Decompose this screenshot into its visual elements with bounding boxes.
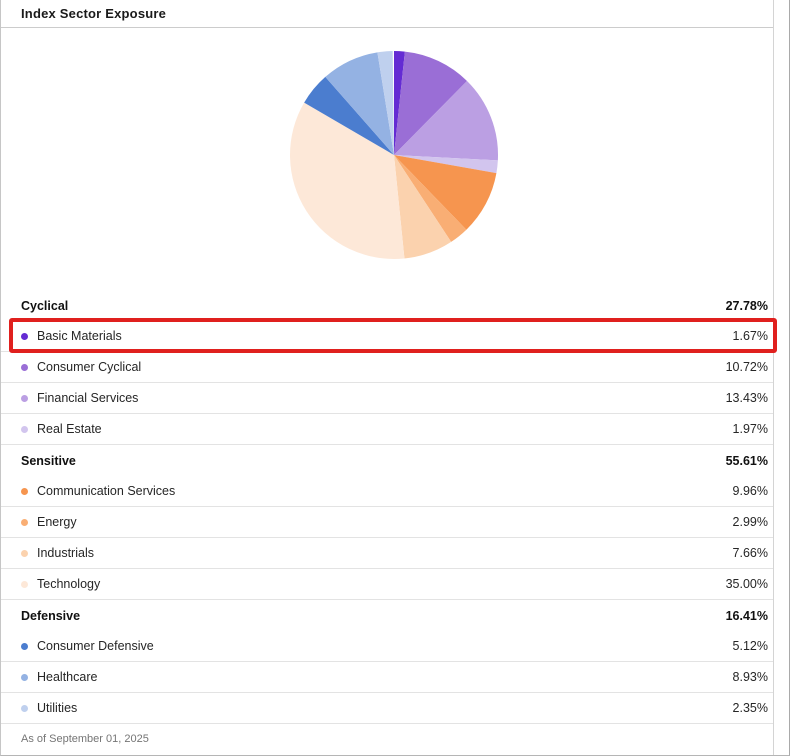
real-estate-bullet-icon: [21, 425, 28, 433]
legend-item-financial-services[interactable]: Financial Services 13.43%: [1, 383, 773, 414]
item-value: 1.97%: [732, 422, 768, 436]
item-value: 2.35%: [732, 701, 768, 715]
pie-slice-healthcare[interactable]: [325, 52, 394, 155]
pie-slice-utilities[interactable]: [377, 51, 394, 156]
as-of-date: As of September 01, 2025: [21, 733, 149, 745]
legend-group-cyclical[interactable]: Cyclical 27.78%: [1, 290, 773, 321]
legend-item-energy[interactable]: Energy 2.99%: [1, 507, 773, 538]
technology-bullet-icon: [21, 580, 28, 588]
item-label: Real Estate: [37, 422, 102, 436]
item-label: Financial Services: [37, 391, 139, 405]
consumer-cyclical-bullet-icon: [21, 363, 28, 371]
item-value: 2.99%: [732, 515, 768, 529]
utilities-bullet-icon: [21, 704, 28, 712]
healthcare-bullet-icon: [21, 673, 28, 681]
legend-item-consumer-defensive[interactable]: Consumer Defensive 5.12%: [1, 631, 773, 662]
item-label: Technology: [37, 577, 101, 591]
item-value: 35.00%: [725, 577, 768, 591]
item-label: Communication Services: [37, 484, 176, 498]
item-label: Healthcare: [37, 670, 98, 684]
pie-slice-energy[interactable]: [394, 155, 467, 242]
group-label: Sensitive: [21, 453, 76, 468]
group-value: 16.41%: [725, 608, 768, 623]
basic-materials-bullet-icon: [21, 332, 28, 340]
item-label: Energy: [37, 515, 77, 529]
item-value: 10.72%: [725, 360, 768, 374]
sector-legend-table: Cyclical 27.78% Basic Materials 1.67% Co…: [1, 290, 773, 745]
group-value: 27.78%: [725, 298, 768, 313]
legend-item-industrials[interactable]: Industrials 7.66%: [1, 538, 773, 569]
pie-slice-financial-services[interactable]: [394, 80, 498, 161]
item-label: Industrials: [37, 546, 94, 560]
item-value: 9.96%: [732, 484, 768, 498]
pie-slice-basic-materials[interactable]: [394, 51, 405, 155]
item-value: 5.12%: [732, 639, 768, 653]
item-label: Consumer Defensive: [37, 639, 154, 653]
legend-item-consumer-cyclical[interactable]: Consumer Cyclical 10.72%: [1, 352, 773, 383]
legend-item-basic-materials[interactable]: Basic Materials 1.67%: [1, 321, 773, 352]
pie-slice-consumer-cyclical[interactable]: [394, 51, 468, 155]
financial-services-bullet-icon: [21, 394, 28, 402]
panel-header: Index Sector Exposure: [1, 0, 773, 28]
item-value: 1.67%: [732, 329, 768, 343]
item-value: 8.93%: [732, 670, 768, 684]
legend-group-sensitive[interactable]: Sensitive 55.61%: [1, 445, 773, 476]
pie-slice-real-estate[interactable]: [394, 155, 498, 174]
consumer-defensive-bullet-icon: [21, 642, 28, 650]
legend-item-real-estate[interactable]: Real Estate 1.97%: [1, 414, 773, 445]
pie-slice-technology[interactable]: [289, 102, 405, 259]
group-label: Cyclical: [21, 298, 69, 313]
group-value: 55.61%: [725, 453, 768, 468]
legend-group-defensive[interactable]: Defensive 16.41%: [1, 600, 773, 631]
legend-item-communication-services[interactable]: Communication Services 9.96%: [1, 476, 773, 507]
legend-item-utilities[interactable]: Utilities 2.35%: [1, 693, 773, 724]
group-label: Defensive: [21, 608, 81, 623]
item-value: 13.43%: [725, 391, 768, 405]
item-label: Consumer Cyclical: [37, 360, 142, 374]
legend-item-technology[interactable]: Technology 35.00%: [1, 569, 773, 600]
panel-right-divider: [773, 0, 774, 755]
communication-services-bullet-icon: [21, 487, 28, 495]
pie-slice-consumer-defensive[interactable]: [304, 76, 394, 155]
sector-pie-chart: [289, 50, 499, 260]
panel-title: Index Sector Exposure: [21, 6, 167, 21]
legend-item-healthcare[interactable]: Healthcare 8.93%: [1, 662, 773, 693]
item-label: Utilities: [37, 701, 78, 715]
item-label: Basic Materials: [37, 329, 122, 343]
item-value: 7.66%: [732, 546, 768, 560]
pie-slice-industrials[interactable]: [394, 155, 452, 259]
energy-bullet-icon: [21, 518, 28, 526]
industrials-bullet-icon: [21, 549, 28, 557]
pie-svg: [289, 51, 498, 259]
pie-slice-communication-services[interactable]: [394, 155, 497, 230]
